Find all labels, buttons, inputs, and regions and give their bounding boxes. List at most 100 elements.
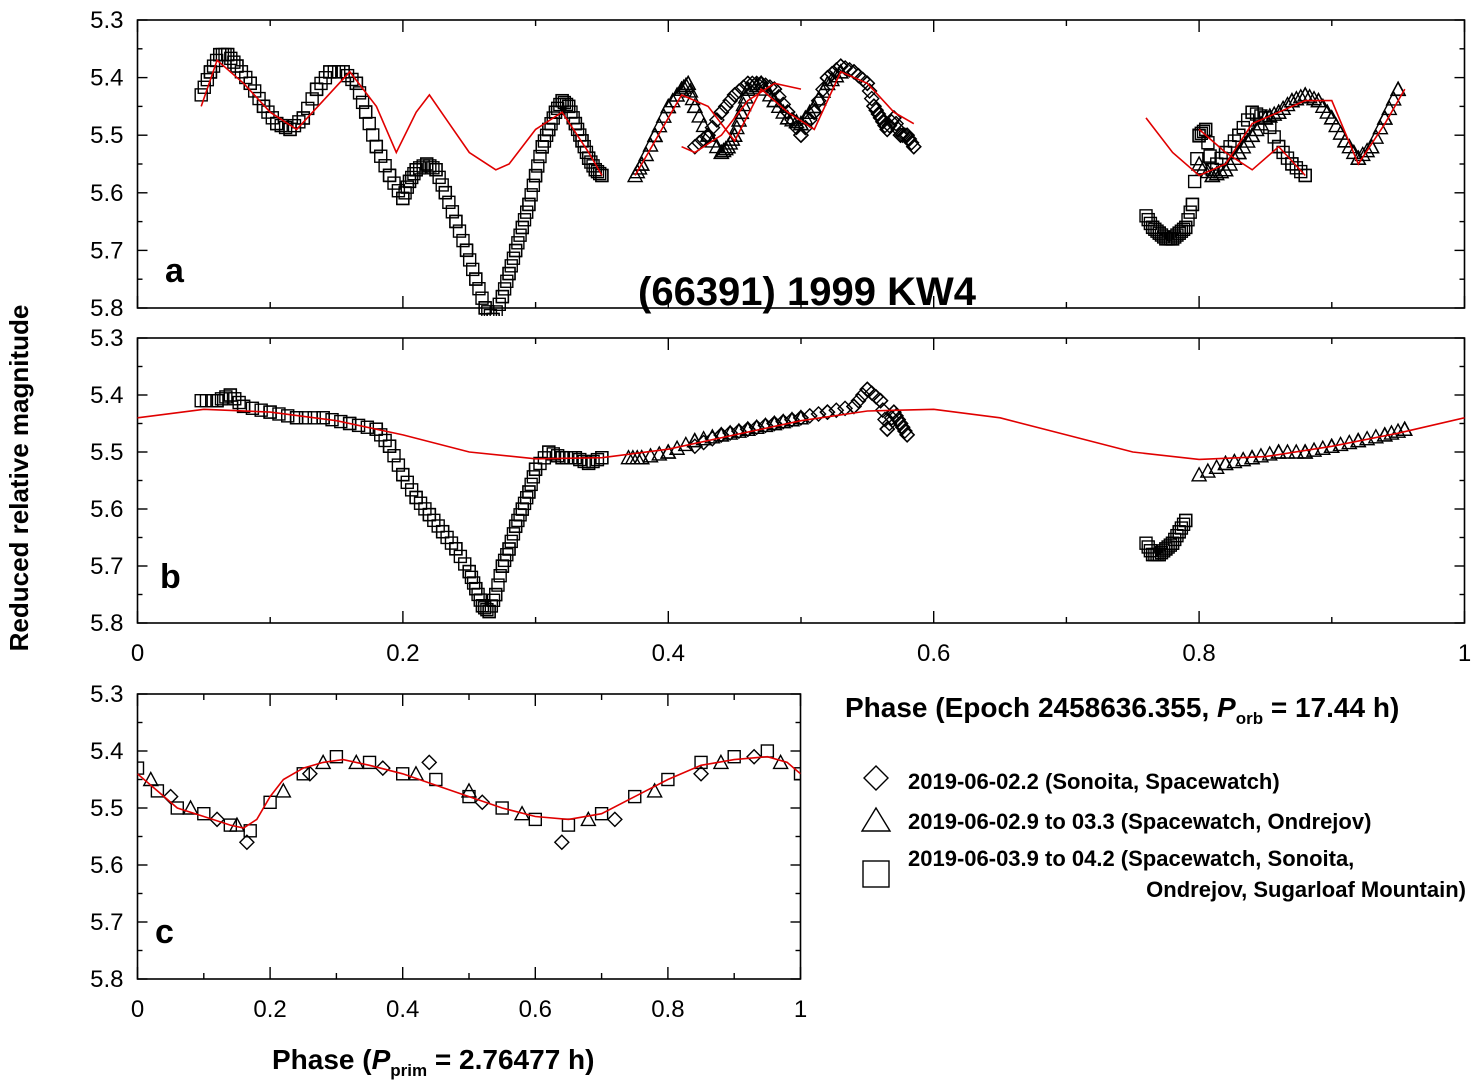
panel-a-ytick-label: 5.3 — [90, 7, 123, 34]
data-point-square — [1176, 517, 1191, 531]
data-point-diamond — [735, 79, 752, 96]
data-point-diamond — [872, 392, 889, 409]
legend-item-square: 2019-06-03.9 to 04.2 (Spacewatch, Sonoit… — [862, 846, 1466, 902]
data-point-square — [329, 750, 344, 764]
data-point-triangle — [1389, 422, 1407, 438]
data-point-square — [533, 149, 547, 164]
panel-b-ytick-label: 5.5 — [90, 439, 123, 466]
panel-a-label: a — [165, 252, 185, 290]
data-point-diamond — [704, 119, 721, 136]
data-point-diamond — [868, 102, 885, 119]
data-point-square — [561, 818, 576, 832]
panel-b-xtick-label: 0 — [131, 640, 144, 667]
panel-a-fit-curve — [1145, 88, 1406, 177]
data-point-square — [493, 568, 507, 583]
data-point-square — [526, 470, 541, 484]
data-point-square — [515, 220, 530, 235]
data-point-diamond — [890, 411, 907, 428]
data-point-diamond — [731, 83, 748, 100]
data-point-square — [351, 418, 366, 433]
data-point-diamond — [775, 96, 792, 113]
data-point-triangle — [1323, 109, 1340, 125]
data-point-square — [362, 755, 377, 770]
x-axis-label-primary-prefix: Phase ( — [272, 1044, 372, 1075]
panel-b-xtick-label: 0.2 — [386, 640, 419, 667]
data-point-square — [336, 65, 350, 79]
data-point-square — [469, 272, 483, 286]
data-point-square — [247, 84, 262, 98]
panel-a-ytick-label: 5.7 — [90, 237, 123, 264]
data-point-diamond — [704, 430, 721, 447]
x-axis-label-primary: Phase (Pprim = 2.76477 h) — [272, 1044, 594, 1080]
data-point-diamond — [888, 407, 905, 424]
panel-b-xtick-label: 1 — [1458, 640, 1471, 667]
data-point-triangle — [1381, 99, 1398, 116]
data-point-square — [577, 454, 591, 469]
data-point-square — [531, 159, 545, 173]
data-point-square — [1254, 109, 1268, 123]
data-point-diamond — [879, 421, 896, 438]
legend-triangle-label: 2019-06-02.9 to 03.3 (Spacewatch, Ondrej… — [908, 809, 1371, 834]
data-point-square — [1285, 157, 1299, 171]
data-point-square — [245, 401, 260, 415]
legend-square-label-line1: 2019-06-03.9 to 04.2 (Spacewatch, Sonoit… — [908, 846, 1354, 871]
panel-b-fit-curve — [137, 408, 1465, 461]
panel-c-xtick-label: 0.2 — [253, 996, 286, 1023]
data-point-square — [405, 170, 419, 185]
data-point-square — [396, 468, 410, 482]
panel-c-xtick-label: 0 — [131, 996, 144, 1023]
data-point-square — [1249, 107, 1264, 121]
panel-b-xtick-label: 0.8 — [1182, 640, 1215, 667]
data-point-square — [522, 197, 536, 212]
legend-square-marker — [862, 860, 890, 888]
panel-c-series-diamond — [162, 748, 763, 851]
data-point-diamond — [722, 425, 739, 442]
data-point-square — [445, 205, 460, 219]
data-point-diamond — [793, 127, 809, 144]
legend-triangle-marker — [860, 806, 892, 832]
data-point-square — [504, 534, 518, 549]
data-point-triangle — [660, 97, 677, 114]
data-point-diamond — [730, 423, 747, 440]
data-point-square — [197, 80, 211, 94]
panel-c-xtick-label: 0.8 — [651, 996, 684, 1023]
panel-c: 5.3 5.4 5.5 5.6 5.7 5.8 0 0.2 0.4 0.6 0.8 1 — [90, 681, 807, 1023]
data-point-diamond — [888, 115, 905, 132]
data-point-triangle — [675, 78, 692, 94]
data-point-diamond — [819, 69, 836, 86]
data-point-diamond — [700, 127, 717, 144]
data-point-square — [1267, 130, 1281, 144]
data-point-diamond — [717, 98, 734, 115]
data-point-triangle — [1248, 121, 1265, 137]
data-point-diamond — [899, 127, 916, 144]
data-point-square — [336, 65, 350, 79]
data-point-triangle — [728, 119, 746, 135]
data-point-square — [355, 95, 370, 110]
data-point-diamond — [815, 81, 832, 98]
data-point-triangle — [275, 782, 292, 798]
data-point-square — [362, 116, 376, 131]
data-point-square — [396, 467, 410, 482]
data-point-diamond — [748, 419, 765, 436]
data-point-square — [228, 392, 242, 406]
data-point-diamond — [301, 765, 318, 782]
data-point-triangle — [1244, 126, 1261, 142]
data-point-square — [661, 772, 675, 787]
data-point-triangle — [142, 771, 159, 787]
data-point-square — [528, 168, 543, 183]
data-point-square — [227, 55, 241, 69]
panel-c-ytick-label: 5.4 — [90, 738, 123, 765]
panel-a-fit-curve — [200, 58, 603, 176]
data-point-square — [506, 251, 521, 265]
legend-diamond-label: 2019-06-02.2 (Sonoita, Spacewatch) — [908, 769, 1280, 794]
panel-a-frame — [136, 19, 1466, 309]
data-point-diamond — [810, 92, 827, 109]
data-point-square — [513, 228, 527, 242]
data-point-square — [478, 301, 492, 315]
data-point-triangle — [1301, 88, 1318, 104]
data-point-triangle — [1217, 161, 1234, 177]
data-point-square — [1298, 168, 1312, 183]
data-point-square — [506, 527, 521, 541]
data-point-square — [270, 116, 284, 131]
panel-b-xtick-label: 0.6 — [917, 640, 950, 667]
